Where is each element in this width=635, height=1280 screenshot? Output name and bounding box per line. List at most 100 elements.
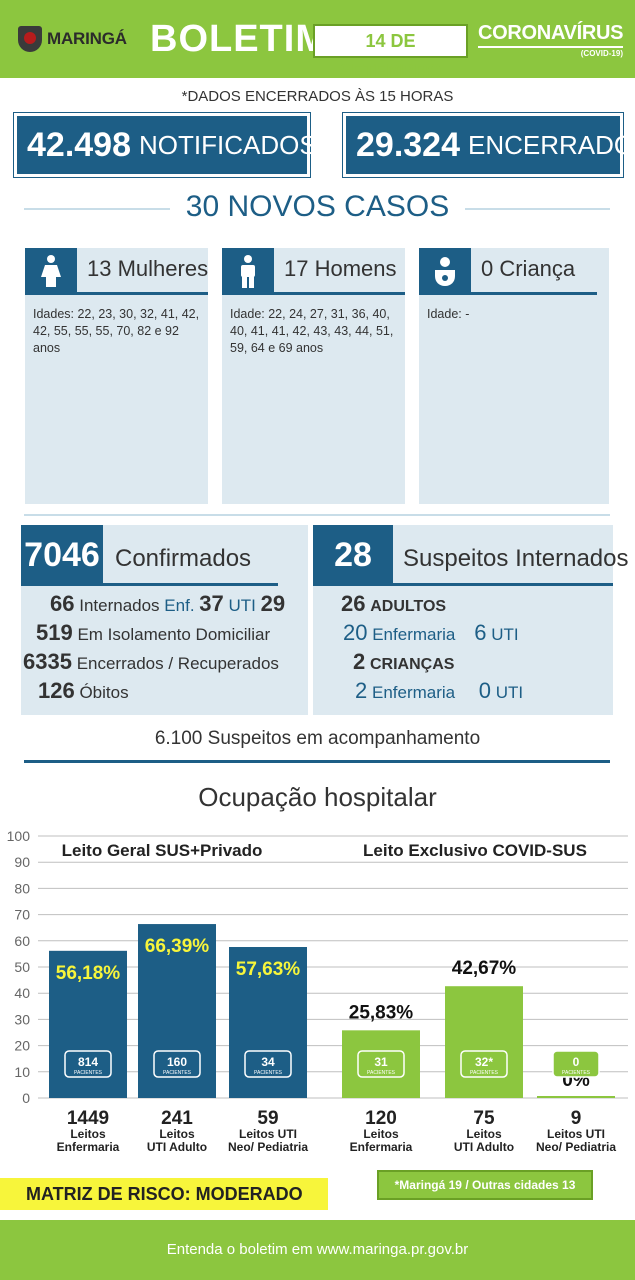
pacientes-label: PACIENTES [74, 1070, 103, 1076]
category-label: Neo/ Pediatria [228, 1140, 308, 1154]
suspeitos-underline [313, 583, 613, 586]
header-bar: MARINGÁ BOLETIM 14 DE SETEMBRO CORONAVÍR… [0, 0, 635, 81]
adultos-enf-label: Enfermaria [372, 625, 456, 644]
leitos-count: 1449 [67, 1108, 109, 1129]
data-note: *DADOS ENCERRADOS ÀS 15 HORAS [181, 88, 454, 105]
notificados-value: 42.498 [27, 125, 131, 164]
uti-label: UTI [228, 596, 256, 615]
enf-label: Enf. [164, 596, 195, 615]
y-tick-label: 100 [7, 828, 31, 844]
matriz-risco-badge: MATRIZ DE RISCO: MODERADO [0, 1178, 328, 1210]
ocupacao-title: Ocupação hospitalar [198, 782, 437, 812]
case-underline [419, 292, 597, 295]
footer-text[interactable]: Entenda o boletim em www.maringa.pr.gov.… [166, 1241, 469, 1258]
suspeitos-value: 28 [313, 525, 393, 585]
criancas-detail-row: 2 Enfermaria 0 UTI [355, 678, 523, 704]
confirmados-underline [21, 583, 278, 586]
divider [24, 514, 610, 516]
corona-title-text: CORONAVÍRUS [478, 22, 624, 48]
confirmados-box: 7046 Confirmados 66 Internados Enf. 37 U… [21, 525, 308, 715]
pacientes-label: PACIENTES [163, 1070, 192, 1076]
y-tick-label: 50 [14, 959, 30, 975]
city-emblem-icon [18, 26, 42, 52]
leitos-count: 75 [473, 1108, 495, 1129]
case-title: 13 Mulheres [87, 256, 209, 281]
case-ages: Idade: - [427, 307, 470, 321]
confirmados-label: Confirmados [115, 545, 252, 572]
man-icon [222, 248, 274, 294]
pacientes-label: PACIENTES [470, 1070, 499, 1076]
y-tick-label: 0 [22, 1090, 30, 1106]
criancas-label: CRIANÇAS [369, 656, 455, 673]
internados-label: Internados [79, 596, 160, 615]
category-label: Leitos UTI [239, 1127, 297, 1141]
adultos-label: ADULTOS [370, 598, 447, 615]
pacientes-count: 31 [374, 1055, 388, 1069]
footer-bar: Entenda o boletim em www.maringa.pr.gov.… [0, 1220, 635, 1280]
pacientes-badge [460, 1050, 508, 1078]
page-title: BOLETIM [150, 18, 328, 60]
internados-num: 66 [50, 591, 75, 616]
adultos-row: 26 ADULTOS [341, 591, 446, 617]
criancas-uti-num: 0 [478, 678, 491, 703]
case-card-homens: 17 Homens Idade: 22, 24, 27, 31, 36, 40,… [222, 248, 405, 504]
adultos-enf-num: 20 [343, 620, 368, 645]
maringa-logo: MARINGÁ [18, 26, 127, 52]
date-badge: 14 DE SETEMBRO [313, 24, 468, 81]
pacientes-badge [357, 1050, 405, 1078]
group-title: Leito Geral SUS+Privado [62, 841, 263, 860]
pacientes-count: 34 [261, 1055, 275, 1069]
recuperados-row: 6335 Encerrados / Recuperados [23, 649, 279, 675]
y-tick-label: 80 [14, 880, 30, 896]
confirmados-value: 7046 [21, 525, 103, 585]
notificados-label: NOTIFICADOS [139, 129, 317, 160]
category-label: Leitos [159, 1127, 195, 1141]
case-ages: Idade: 22, 24, 27, 31, 36, 40, 40, 41, 4… [230, 307, 394, 355]
isolamento-label: Em Isolamento Domiciliar [77, 625, 271, 644]
obitos-label: Óbitos [79, 683, 129, 702]
criancas-enf-label: Enfermaria [371, 683, 456, 702]
divider [24, 760, 610, 763]
category-label: Leitos UTI [547, 1127, 605, 1141]
acompanhamento-text: 6.100 Suspeitos em acompanhamento [154, 728, 481, 749]
adultos-uti-label: UTI [491, 625, 519, 644]
bar-percent-label: 42,67% [452, 958, 517, 979]
pacientes-label: PACIENTES [562, 1070, 591, 1076]
isolamento-row: 519 Em Isolamento Domiciliar [36, 620, 270, 646]
case-card-mulheres: 13 Mulheres Idades: 22, 23, 30, 32, 41, … [25, 248, 208, 504]
case-card-crianca: 0 Criança Idade: - [419, 248, 609, 504]
y-tick-label: 90 [14, 854, 30, 870]
enf-num: 37 [199, 591, 224, 616]
category-label: UTI Adulto [454, 1140, 514, 1154]
outras-cidades-note: *Maringá 19 / Outras cidades 13 [377, 1170, 593, 1200]
case-title: 17 Homens [284, 256, 397, 281]
case-underline [25, 292, 208, 295]
corona-title: CORONAVÍRUS (COVID-19) [478, 22, 624, 58]
y-tick-label: 10 [14, 1064, 30, 1080]
group-title: Leito Exclusivo COVID-SUS [363, 841, 587, 860]
pacientes-badge [244, 1050, 292, 1078]
pacientes-count: 160 [167, 1055, 187, 1069]
uti-num: 29 [260, 591, 286, 616]
encerrados-value: 29.324 [356, 125, 460, 164]
criancas-enf-num: 2 [355, 678, 368, 703]
adultos-num: 26 [341, 591, 366, 616]
pacientes-label: PACIENTES [367, 1070, 396, 1076]
category-label: Enfermaria [57, 1140, 120, 1154]
novos-casos-text: 30 NOVOS CASOS [169, 190, 466, 223]
y-tick-label: 20 [14, 1038, 30, 1054]
adultos-uti-num: 6 [474, 620, 487, 645]
bar-percent-label: 56,18% [56, 963, 121, 984]
encerrados-box: 29.324 ENCERRADOS [343, 113, 635, 177]
obitos-row: 126 Óbitos [38, 678, 129, 704]
bar-percent-label: 25,83% [349, 1002, 414, 1023]
recuperados-label: Encerrados / Recuperados [76, 654, 279, 673]
category-label: Enfermaria [350, 1140, 413, 1154]
suspeitos-box: 28 Suspeitos Internados 26 ADULTOS 20 En… [313, 525, 628, 715]
woman-icon [25, 248, 77, 294]
bar [445, 986, 523, 1098]
bar [537, 1096, 615, 1098]
category-label: Neo/ Pediatria [536, 1140, 616, 1154]
adultos-detail-row: 20 Enfermaria 6 UTI [343, 620, 519, 646]
criancas-row: 2 CRIANÇAS [353, 649, 454, 675]
